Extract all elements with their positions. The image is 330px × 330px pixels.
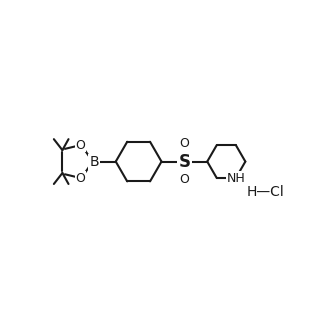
- Text: NH: NH: [226, 172, 245, 184]
- Text: O: O: [180, 137, 189, 150]
- Text: H—Cl: H—Cl: [247, 185, 284, 199]
- Text: B: B: [89, 154, 99, 169]
- Text: O: O: [75, 139, 85, 151]
- Text: O: O: [75, 172, 85, 184]
- Text: S: S: [179, 152, 190, 171]
- Text: O: O: [180, 173, 189, 186]
